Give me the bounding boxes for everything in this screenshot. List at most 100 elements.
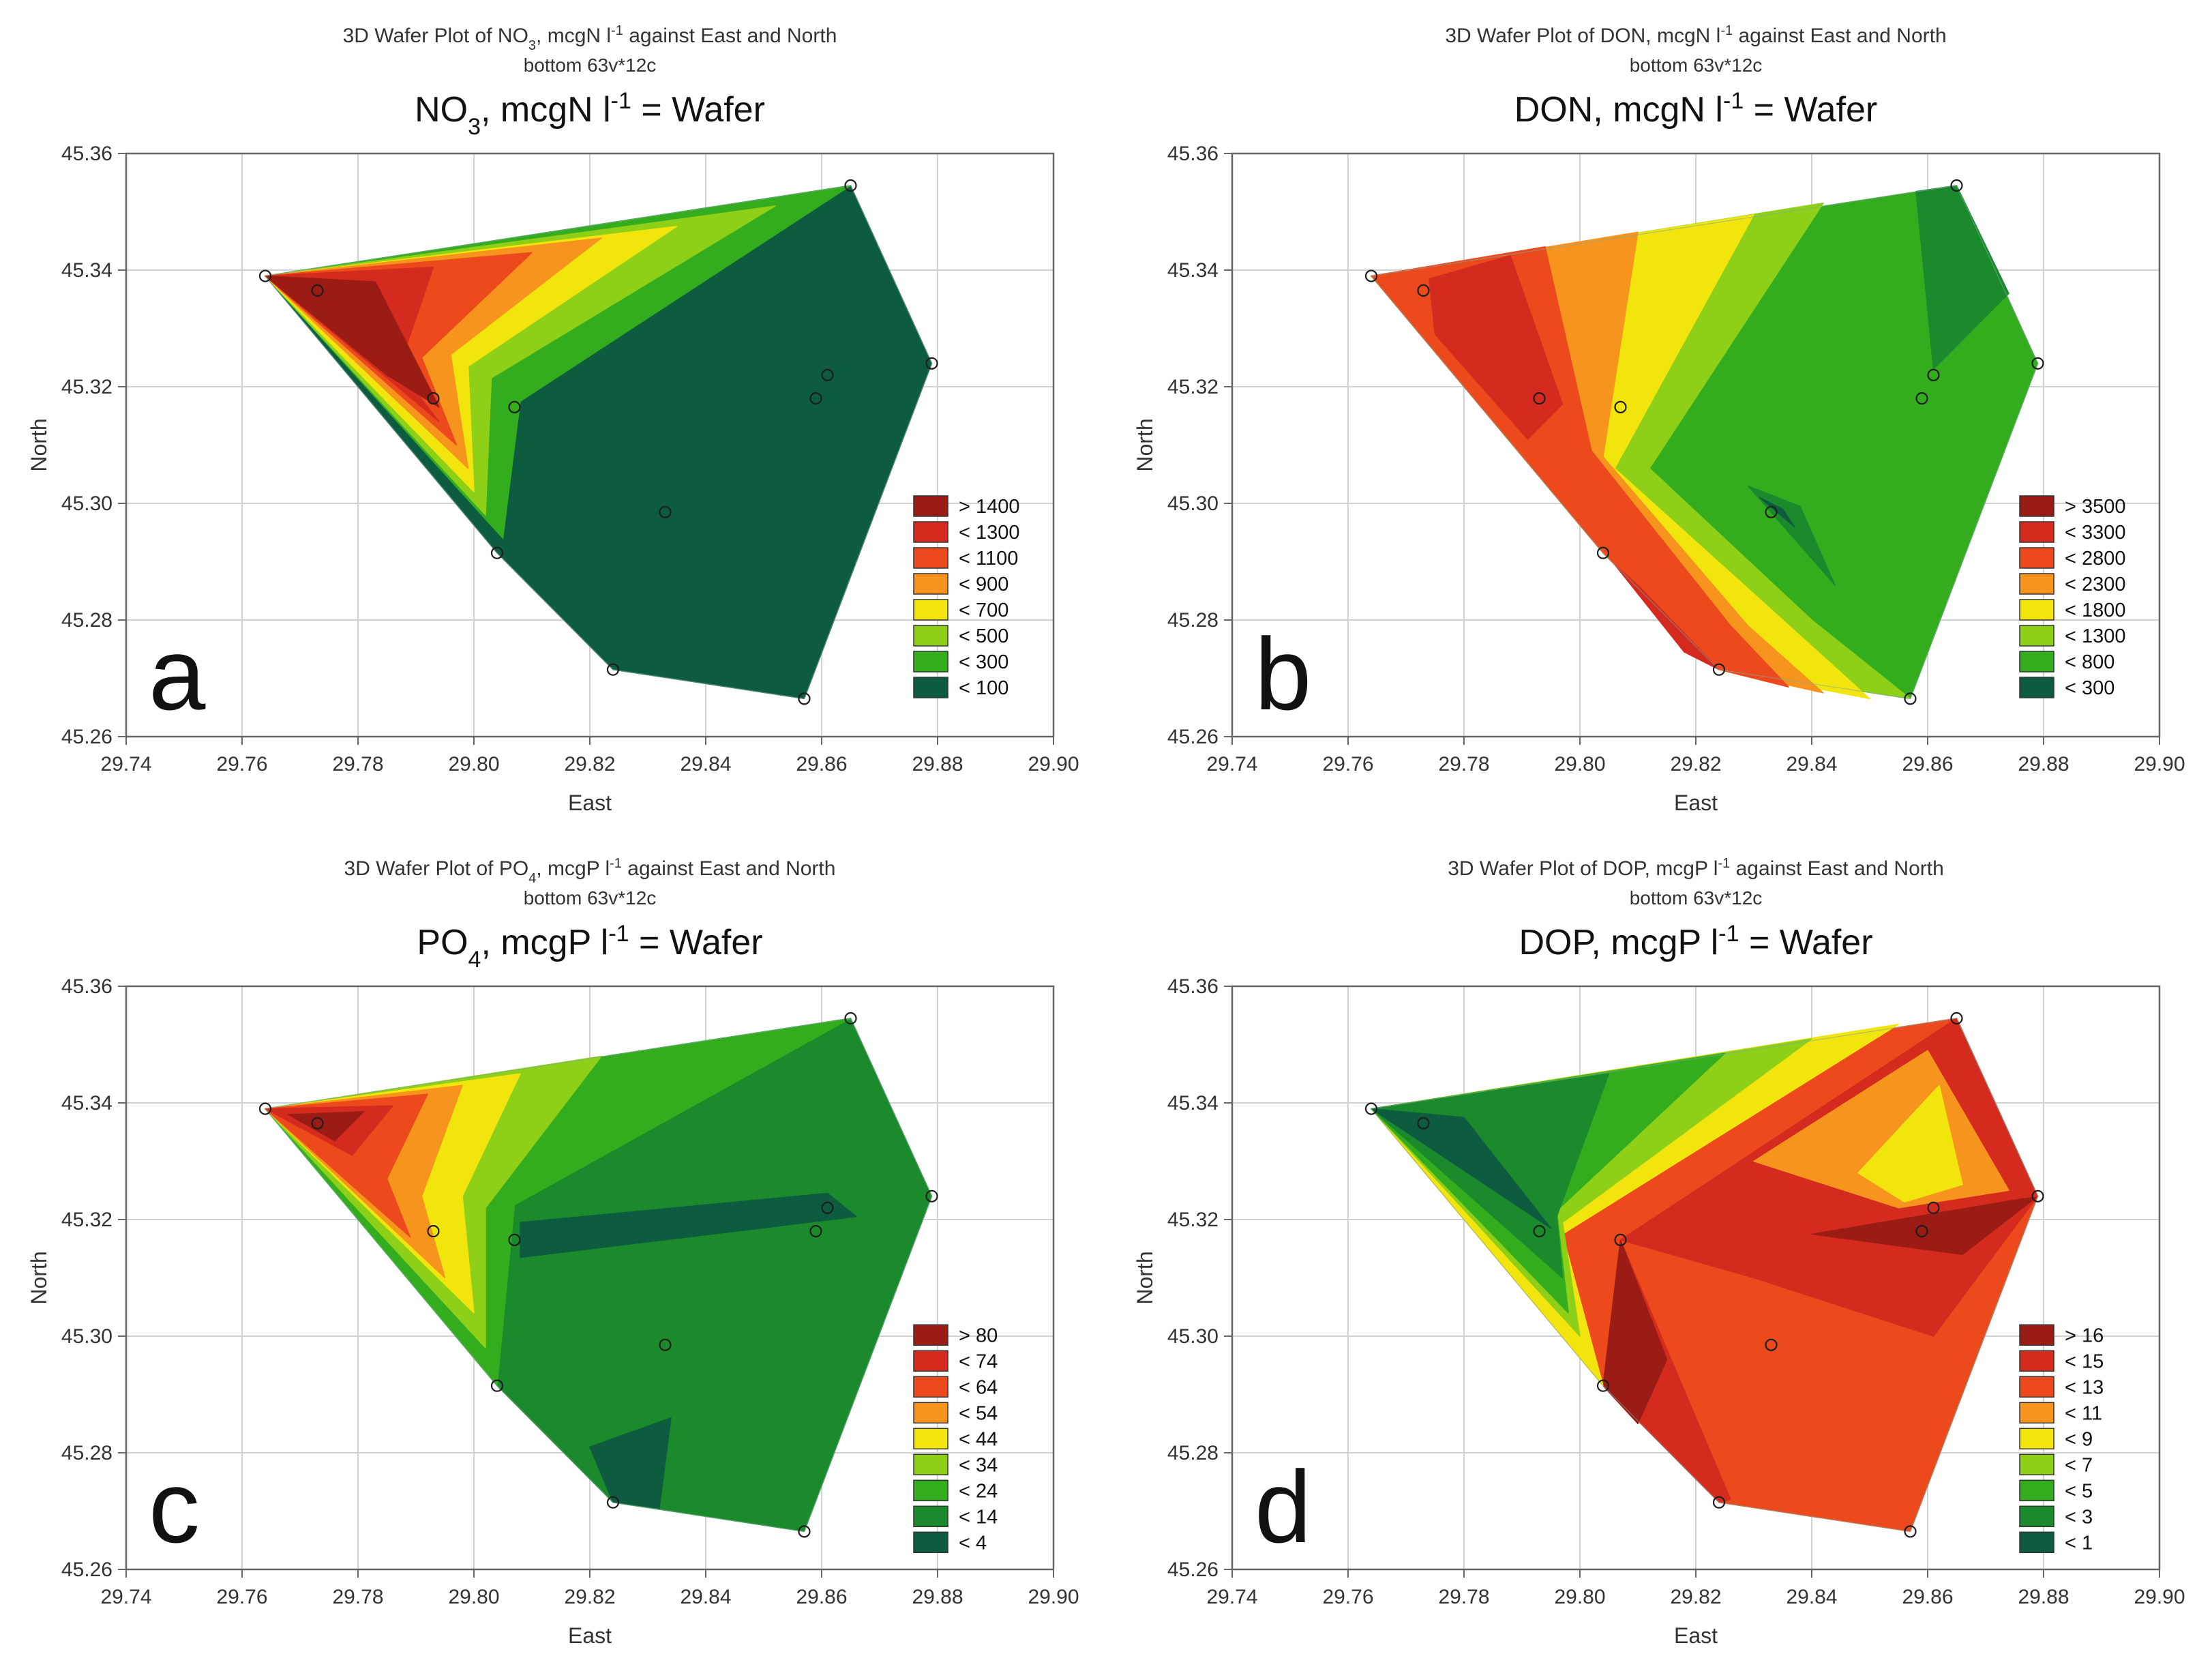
legend-label: < 54 bbox=[959, 1402, 998, 1424]
subtitle-sup: -1 bbox=[608, 921, 629, 947]
x-tick-label: 29.86 bbox=[796, 753, 847, 776]
legend-swatch bbox=[2019, 651, 2054, 673]
subtitle-mid: , mcgP l bbox=[481, 923, 608, 962]
x-tick-label: 29.84 bbox=[680, 1586, 731, 1608]
legend-swatch bbox=[913, 495, 948, 517]
legend-swatch bbox=[913, 1453, 948, 1476]
x-tick-label: 29.78 bbox=[1438, 1586, 1489, 1608]
y-tick-label: 45.30 bbox=[1167, 492, 1219, 515]
legend-label: < 300 bbox=[959, 651, 1008, 673]
x-axis-label: East bbox=[1674, 1623, 1718, 1648]
station-marker-3 bbox=[427, 1224, 440, 1238]
station-marker-9 bbox=[1915, 1224, 1928, 1238]
subtitle-sub: 4 bbox=[468, 947, 481, 973]
panel-letter: b bbox=[1255, 617, 1311, 731]
chart-title-line2: bottom 63v*12c bbox=[1630, 55, 1763, 76]
legend-swatch bbox=[2019, 1324, 2054, 1346]
legend-swatch bbox=[2019, 495, 2054, 517]
x-tick-label: 29.80 bbox=[448, 753, 499, 776]
legend-swatch bbox=[913, 1376, 948, 1398]
station-marker-10 bbox=[821, 1201, 834, 1215]
chart-title-line2: bottom 63v*12c bbox=[524, 55, 657, 76]
legend: > 80 < 74 < 64 < 54 < 44 < 34 < 24 < 14 < 4 bbox=[913, 1324, 998, 1554]
title-line1-post: against East and North bbox=[623, 25, 837, 47]
x-tick-label: 29.88 bbox=[2018, 753, 2069, 776]
contour-band-8 bbox=[1857, 1084, 1963, 1203]
legend-swatch bbox=[2019, 599, 2054, 621]
station-marker-2 bbox=[311, 284, 324, 297]
station-marker-1 bbox=[258, 269, 272, 282]
station-marker-10 bbox=[821, 368, 834, 382]
x-axis-label: East bbox=[568, 791, 612, 815]
legend-swatch bbox=[913, 1350, 948, 1372]
station-marker-3 bbox=[427, 392, 440, 405]
legend-swatch bbox=[2019, 1453, 2054, 1476]
wafer-outline bbox=[1370, 185, 2039, 700]
subtitle-post: = Wafer bbox=[629, 923, 763, 962]
x-tick-label: 29.86 bbox=[796, 1586, 847, 1608]
legend-swatch bbox=[2019, 573, 2054, 595]
x-tick-label: 29.76 bbox=[1322, 753, 1373, 776]
x-tick-label: 29.78 bbox=[332, 753, 383, 776]
station-marker-5 bbox=[490, 1379, 504, 1392]
panel-a: 3D Wafer Plot of NO3, mcgN l-1 against E… bbox=[27, 23, 1079, 815]
legend: > 16 < 15 < 13 < 11 < 9 < 7 < 5 < 3 < 1 bbox=[2019, 1324, 2104, 1554]
legend-label: < 14 bbox=[959, 1506, 998, 1528]
legend-swatch bbox=[913, 1428, 948, 1450]
x-tick-label: 29.90 bbox=[2134, 753, 2185, 776]
station-marker-8 bbox=[1904, 692, 1917, 705]
title-line1-post: against East and North bbox=[622, 857, 836, 880]
contour-band-2 bbox=[520, 1192, 857, 1258]
station-marker-12 bbox=[2031, 357, 2044, 370]
legend-label: < 7 bbox=[2065, 1454, 2093, 1476]
subtitle-mid: , mcgN l bbox=[481, 90, 611, 130]
y-tick-label: 45.26 bbox=[61, 726, 113, 748]
station-marker-2 bbox=[1417, 284, 1430, 297]
subtitle-pre: DOP, mcgP l bbox=[1519, 923, 1718, 962]
contour-band-10 bbox=[288, 1111, 365, 1142]
station-marker-6 bbox=[1765, 505, 1778, 518]
title-line1-post: against East and North bbox=[1730, 857, 1944, 880]
y-tick-label: 45.32 bbox=[61, 376, 113, 398]
legend-label: > 1400 bbox=[959, 496, 1020, 518]
station-marker-10 bbox=[1927, 368, 1940, 382]
station-marker-8 bbox=[798, 1525, 811, 1538]
x-tick-label: 29.76 bbox=[216, 1586, 267, 1608]
x-tick-label: 29.86 bbox=[1902, 753, 1953, 776]
title-line1-sub: 3 bbox=[528, 38, 536, 53]
station-marker-5 bbox=[1596, 546, 1610, 559]
x-tick-label: 29.84 bbox=[1786, 753, 1837, 776]
y-tick-label: 45.32 bbox=[1167, 1209, 1219, 1231]
legend-label: < 1300 bbox=[959, 522, 1020, 544]
y-axis-label: North bbox=[1133, 418, 1157, 471]
subtitle-sup: -1 bbox=[611, 88, 631, 114]
legend-swatch bbox=[2019, 625, 2054, 647]
legend-label: < 64 bbox=[959, 1376, 998, 1398]
legend-swatch bbox=[2019, 1428, 2054, 1450]
station-marker-6 bbox=[659, 505, 672, 518]
station-marker-7 bbox=[1712, 663, 1726, 676]
wafer-outline bbox=[264, 1018, 933, 1533]
x-tick-label: 29.82 bbox=[564, 753, 615, 776]
contour-band-3 bbox=[1747, 485, 1836, 586]
subtitle-sub: 3 bbox=[468, 114, 481, 140]
wafer-outline bbox=[1370, 1018, 2039, 1533]
subtitle-post: = Wafer bbox=[1744, 90, 1877, 130]
station-marker-1 bbox=[258, 1102, 272, 1115]
legend-swatch bbox=[913, 521, 948, 543]
station-marker-9 bbox=[809, 1224, 822, 1238]
station-marker-7 bbox=[606, 1496, 620, 1509]
y-axis-label: North bbox=[27, 418, 51, 471]
station-marker-5 bbox=[490, 546, 504, 559]
y-tick-label: 45.28 bbox=[61, 1442, 113, 1464]
contour-band-9 bbox=[1429, 254, 1564, 440]
x-tick-label: 29.84 bbox=[1786, 1586, 1837, 1608]
chart-subtitle: DON, mcgN l-1 = Wafer bbox=[1514, 88, 1878, 130]
subtitle-sup: -1 bbox=[1723, 88, 1744, 114]
y-tick-label: 45.36 bbox=[61, 143, 113, 165]
x-tick-label: 29.88 bbox=[912, 1586, 963, 1608]
plot-frame bbox=[1231, 985, 2161, 1571]
y-tick-label: 45.34 bbox=[1167, 259, 1219, 282]
legend-swatch bbox=[2019, 547, 2054, 569]
legend-label: < 13 bbox=[2065, 1376, 2104, 1398]
